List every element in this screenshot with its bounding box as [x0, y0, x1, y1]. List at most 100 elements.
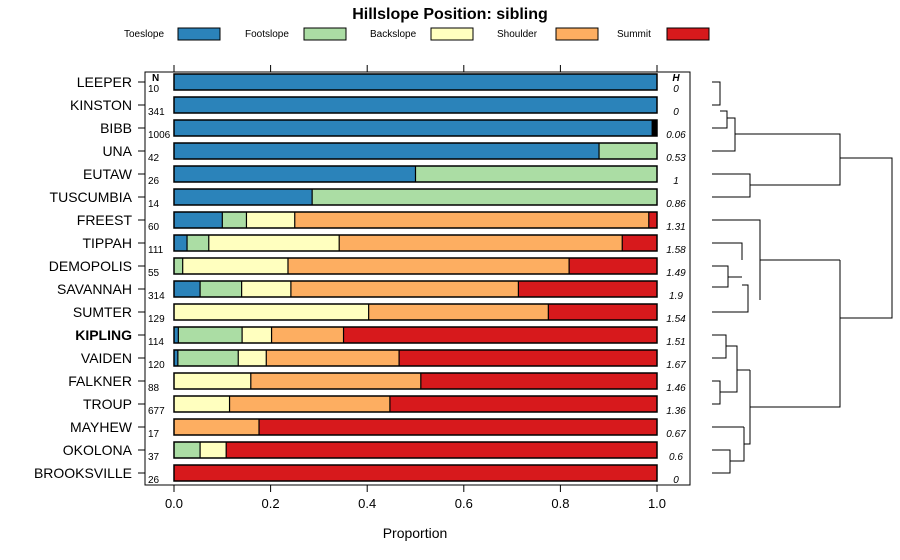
chart-title: Hillslope Position: sibling [352, 6, 548, 23]
bar-outline-okolona [173, 441, 658, 459]
bar-outline-sumter [173, 303, 658, 321]
row-label-falkner: FALKNER [68, 373, 132, 389]
row-h-eutaw: 1 [673, 176, 679, 187]
bar-savannah-backslope [241, 281, 291, 297]
bar-savannah-summit [518, 281, 657, 297]
row-n-vaiden: 120 [148, 360, 165, 371]
row-h-leeper: 0 [673, 84, 679, 95]
bar-sumter-shoulder [368, 304, 549, 320]
bar-vaiden-footslope [177, 350, 239, 366]
row-h-brooksville: 0 [673, 475, 679, 486]
bar-outline-leeper [173, 73, 658, 91]
legend-swatch-toeslope [177, 27, 221, 41]
bar-demopolis-backslope [182, 258, 288, 274]
row-label-bibb: BIBB [100, 120, 132, 136]
bar-tippah-footslope [187, 235, 209, 251]
bar-una-toeslope [174, 143, 600, 159]
dendrogram [712, 81, 893, 474]
bar-outline-tippah [173, 234, 658, 252]
row-n-brooksville: 26 [148, 475, 160, 486]
row-label-savannah: SAVANNAH [57, 281, 132, 297]
row-label-vaiden: VAIDEN [81, 350, 132, 366]
bar-una-footslope [599, 143, 657, 159]
bar-outline-demopolis [173, 257, 658, 275]
row-label-okolona: OKOLONA [63, 442, 133, 458]
bar-brooksville-summit [174, 465, 657, 481]
h-column-header: H [672, 73, 680, 84]
row-h-kipling: 1.51 [666, 337, 685, 348]
row-n-freest: 60 [148, 222, 160, 233]
bar-freest-summit [648, 212, 657, 228]
legend-swatch-footslope [303, 27, 347, 41]
bar-sumter-backslope [174, 304, 369, 320]
legend: Toeslope Footslope Backslope Shoulder Summit [124, 27, 710, 41]
row-n-sumter: 129 [148, 314, 165, 325]
row-n-leeper: 10 [148, 84, 160, 95]
row-label-sumter: SUMTER [73, 304, 132, 320]
legend-label-toeslope: Toeslope [124, 29, 164, 40]
bar-tuscumbia-footslope [312, 189, 657, 205]
bar-kipling-shoulder [271, 327, 344, 343]
row-label-una: UNA [102, 143, 132, 159]
bar-kinston-toeslope [174, 97, 657, 113]
row-n-mayhew: 17 [148, 429, 160, 440]
bar-tippah-toeslope [174, 235, 188, 251]
bar-outline-una [173, 142, 658, 160]
bar-outline-tuscumbia [173, 188, 658, 206]
x-tick-label: 0.0 [165, 496, 183, 511]
bar-savannah-shoulder [290, 281, 519, 297]
bar-freest-shoulder [294, 212, 649, 228]
bar-tippah-summit [622, 235, 657, 251]
bar-outline-eutaw [173, 165, 658, 183]
bar-mayhew-shoulder [174, 419, 260, 435]
legend-label-backslope: Backslope [370, 29, 417, 40]
row-n-kinston: 341 [148, 107, 165, 118]
row-label-kinston: KINSTON [70, 97, 132, 113]
bar-kipling-backslope [242, 327, 272, 343]
bar-demopolis-summit [569, 258, 657, 274]
bar-vaiden-backslope [238, 350, 267, 366]
bar-outline-kipling [173, 326, 658, 344]
bar-bibb-toeslope [174, 120, 653, 136]
bar-troup-shoulder [229, 396, 390, 412]
bar-vaiden-summit [399, 350, 657, 366]
row-n-okolona: 37 [148, 452, 160, 463]
bar-demopolis-shoulder [287, 258, 570, 274]
row-n-kipling: 114 [148, 337, 164, 348]
row-n-tuscumbia: 14 [148, 199, 160, 210]
row-label-tuscumbia: TUSCUMBIA [50, 189, 133, 205]
row-h-falkner: 1.46 [666, 383, 686, 394]
row-h-okolona: 0.6 [669, 452, 683, 463]
bar-kipling-summit [343, 327, 657, 343]
row-n-bibb: 1006 [148, 130, 171, 141]
row-h-una: 0.53 [666, 153, 686, 164]
legend-swatch-backslope [430, 27, 474, 41]
row-n-savannah: 314 [148, 291, 165, 302]
bar-freest-backslope [246, 212, 295, 228]
bar-savannah-toeslope [174, 281, 201, 297]
dendrogram-lines [712, 81, 893, 474]
row-n-troup: 677 [148, 406, 165, 417]
bar-outline-mayhew [173, 418, 658, 436]
bar-outline-falkner [173, 372, 658, 390]
bar-freest-toeslope [174, 212, 223, 228]
bar-falkner-shoulder [250, 373, 421, 389]
bar-mayhew-summit [259, 419, 657, 435]
legend-label-shoulder: Shoulder [497, 29, 538, 40]
x-axis-title: Proportion [383, 525, 448, 541]
bar-outline-freest [173, 211, 658, 229]
row-h-demopolis: 1.49 [666, 268, 686, 279]
x-tick-label: 0.4 [358, 496, 376, 511]
row-n-demopolis: 55 [148, 268, 160, 279]
row-h-mayhew: 0.67 [666, 429, 686, 440]
row-h-tuscumbia: 0.86 [666, 199, 686, 210]
bar-troup-summit [389, 396, 657, 412]
legend-swatch-shoulder [555, 27, 599, 41]
bar-outline-brooksville [173, 464, 658, 482]
bar-kipling-toeslope [174, 327, 179, 343]
row-label-demopolis: DEMOPOLIS [49, 258, 132, 274]
x-tick-label: 1.0 [648, 496, 666, 511]
bar-troup-backslope [174, 396, 230, 412]
